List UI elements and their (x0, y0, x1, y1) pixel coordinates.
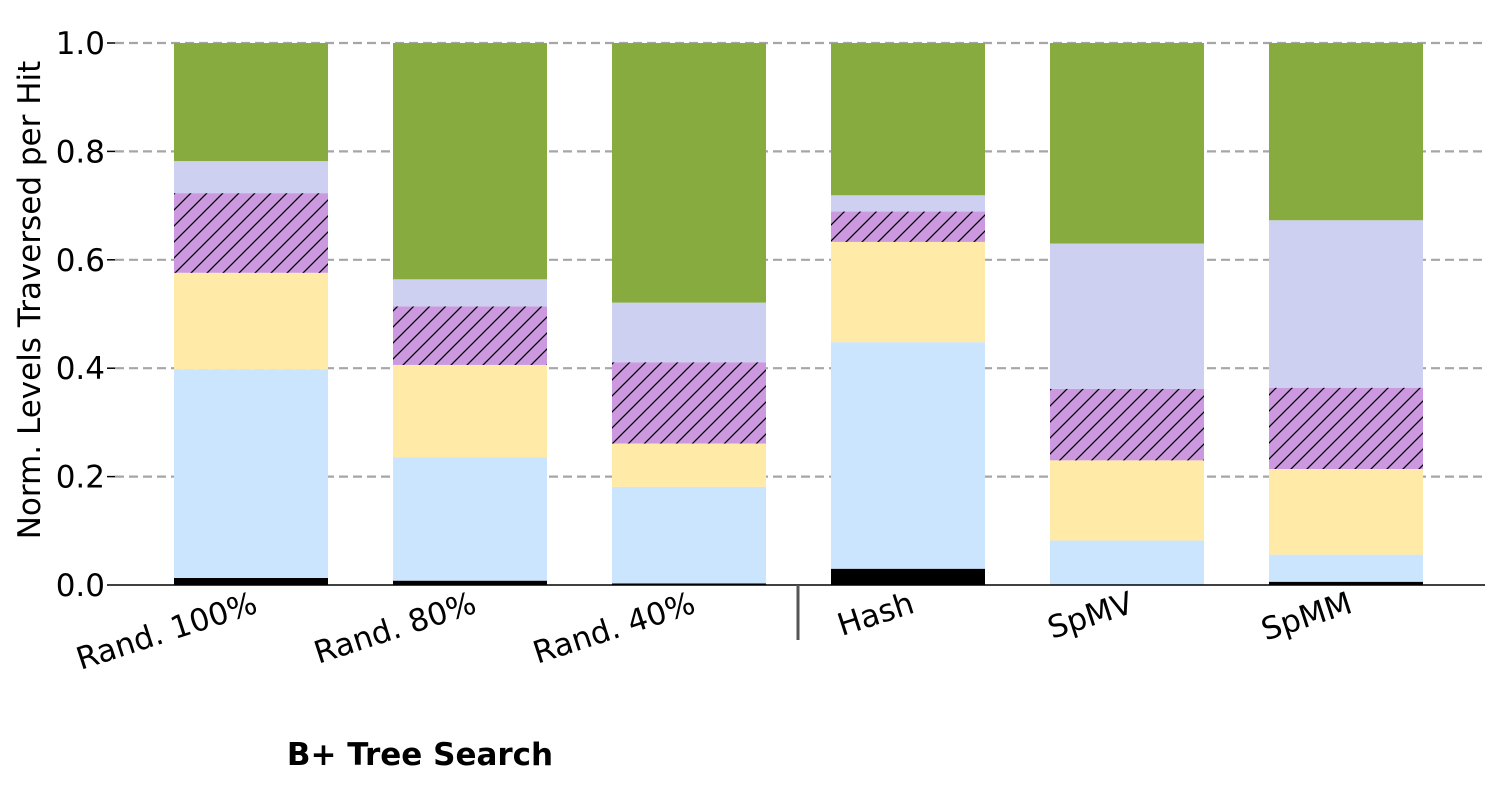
bar-stack (393, 43, 547, 585)
bar-segment (831, 342, 985, 569)
bar-segment (1050, 43, 1204, 244)
bar-stack (1269, 43, 1423, 585)
bar-segment-hatch (612, 362, 766, 444)
x-category-label: Rand. 40% (529, 585, 700, 671)
y-tick-labels: 0.0 0.2 0.4 0.6 0.8 1.0 (56, 26, 105, 604)
bar-segment (1050, 460, 1204, 541)
x-category-labels: Rand. 100% Rand. 80% Rand. 40% Hash SpMV SpMM (72, 585, 1356, 677)
bar-segment-hatch (831, 211, 985, 242)
bar-segment (1050, 540, 1204, 585)
bar-segment (393, 364, 547, 458)
bar-segment (612, 583, 766, 585)
y-tick-label: 1.0 (56, 26, 105, 62)
bar-segment (174, 161, 328, 194)
x-category-label: Rand. 80% (310, 585, 481, 671)
bar-segment (174, 43, 328, 162)
x-category-label: SpMM (1257, 585, 1356, 648)
bar-segment (612, 486, 766, 584)
bar-segment-hatch (393, 306, 547, 365)
y-axis-label: Norm. Levels Traversed per Hit (12, 61, 48, 540)
bar-segment-hatch (1269, 387, 1423, 470)
bar-segment (612, 43, 766, 303)
bar-segment (174, 369, 328, 578)
bar-segment (393, 580, 547, 585)
bar-segment (393, 457, 547, 581)
bar-segment (831, 241, 985, 343)
y-tick-label: 0.2 (56, 460, 105, 496)
bar-segment (1269, 43, 1423, 221)
bar-stack (831, 43, 985, 585)
bar-stack (612, 43, 766, 585)
bar-segment-hatch (174, 193, 328, 273)
bar-segment (1269, 469, 1423, 555)
bar-segment (174, 577, 328, 585)
y-tick-label: 0.0 (56, 568, 105, 604)
bar-segment (612, 302, 766, 363)
y-tick-label: 0.4 (56, 351, 105, 387)
bar-segment (393, 279, 547, 307)
bar-stack (1050, 43, 1204, 585)
y-tick-label: 0.8 (56, 134, 105, 170)
bar-segment (831, 195, 985, 212)
bar-segment (1269, 554, 1423, 582)
x-category-label: SpMV (1043, 585, 1137, 646)
bar-segment (1269, 581, 1423, 585)
x-category-label: Hash (833, 585, 918, 643)
y-tick-label: 0.6 (56, 243, 105, 279)
bar-stack (174, 43, 328, 585)
bar-segment (831, 43, 985, 196)
bar-segment-hatch (1050, 388, 1204, 461)
bar-segment (174, 272, 328, 370)
bar-segment (1050, 243, 1204, 389)
bar-segment (393, 43, 547, 280)
grid-lines (115, 41, 1485, 478)
bar-segment (612, 443, 766, 487)
bar-segment (1269, 220, 1423, 388)
bars (174, 43, 1423, 585)
axes (107, 42, 1485, 640)
bar-segment (831, 568, 985, 585)
group-label-bplus-tree: B+ Tree Search (287, 737, 553, 773)
